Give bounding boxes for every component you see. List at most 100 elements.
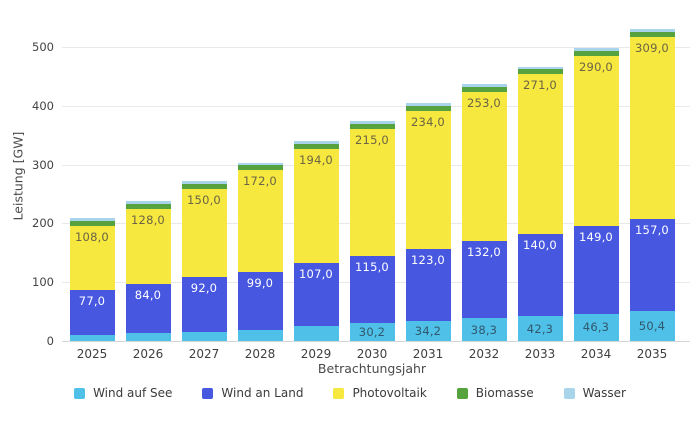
bar-value-label: 309,0 — [635, 41, 669, 56]
bar-segment-wasser-2031[interactable] — [405, 103, 451, 106]
x-tick-label-2030: 2030 — [356, 347, 388, 361]
gridline-400 — [62, 105, 690, 107]
legend-swatch-wind-auf-see — [74, 387, 86, 399]
y-tick-label-500: 500 — [32, 40, 54, 54]
bar-segment-photovoltaik-2035[interactable]: 309,0 — [629, 37, 675, 220]
bar-segment-biomasse-2033[interactable] — [517, 69, 563, 75]
x-tick-label-2033: 2033 — [524, 347, 556, 361]
y-tick-label-100: 100 — [32, 275, 54, 290]
y-tick-label-300: 300 — [32, 157, 54, 172]
bar-segment-biomasse-2029[interactable] — [293, 144, 339, 150]
bar-segment-wind-auf-see-2034[interactable]: 46,3 — [573, 313, 619, 341]
bar-segment-wasser-2034[interactable] — [573, 47, 619, 51]
bar-segment-photovoltaik-2032[interactable]: 253,0 — [461, 92, 507, 241]
bar-segment-wind-auf-see-2028[interactable] — [237, 329, 283, 341]
bar-value-label: 132,0 — [467, 244, 501, 259]
x-tick-label-2028: 2028 — [244, 347, 276, 361]
legend-label-photovoltaik: Photovoltaik — [352, 386, 427, 400]
bar-segment-wind-auf-see-2026[interactable] — [125, 333, 171, 341]
bar-segment-wasser-2030[interactable] — [349, 121, 395, 125]
bar-segment-wind-an-land-2026[interactable]: 84,0 — [125, 283, 171, 334]
y-tick-label-200: 200 — [32, 216, 54, 231]
bar-value-label: 172,0 — [243, 174, 277, 189]
bar-value-label: 234,0 — [411, 114, 445, 129]
bar-segment-wind-auf-see-2030[interactable]: 30,2 — [349, 323, 395, 341]
bar-segment-wasser-2025[interactable] — [69, 218, 115, 222]
legend-item-photovoltaik[interactable]: Photovoltaik — [333, 386, 427, 400]
bar-value-label: 84,0 — [134, 287, 162, 302]
bar-segment-wasser-2035[interactable] — [629, 29, 675, 33]
bar-segment-wind-auf-see-2029[interactable] — [293, 326, 339, 341]
bar-segment-wind-an-land-2028[interactable]: 99,0 — [237, 271, 283, 330]
bar-value-label: 271,0 — [523, 78, 557, 93]
legend-label-wind-auf-see: Wind auf See — [93, 386, 173, 400]
bar-segment-wind-auf-see-2035[interactable]: 50,4 — [629, 311, 675, 341]
legend-item-wasser[interactable]: Wasser — [563, 386, 626, 400]
bar-segment-wasser-2029[interactable] — [293, 141, 339, 145]
bar-segment-wind-an-land-2032[interactable]: 132,0 — [461, 240, 507, 319]
bar-value-label: 30,2 — [358, 325, 386, 340]
bar-segment-photovoltaik-2027[interactable]: 150,0 — [181, 189, 227, 278]
bar-segment-wind-an-land-2033[interactable]: 140,0 — [517, 233, 563, 317]
legend-item-wind-an-land[interactable]: Wind an Land — [202, 386, 303, 400]
bar-segment-biomasse-2031[interactable] — [405, 105, 451, 111]
bar-segment-photovoltaik-2028[interactable]: 172,0 — [237, 170, 283, 272]
bar-value-label: 38,3 — [470, 322, 498, 337]
bar-value-label: 99,0 — [246, 275, 274, 290]
legend-swatch-wasser — [563, 387, 575, 399]
x-tick-label-2034: 2034 — [580, 347, 612, 361]
legend-label-wind-an-land: Wind an Land — [221, 386, 304, 400]
bar-segment-wind-an-land-2031[interactable]: 123,0 — [405, 248, 451, 321]
bar-segment-wind-an-land-2035[interactable]: 157,0 — [629, 219, 675, 312]
bar-segment-wind-auf-see-2033[interactable]: 42,3 — [517, 316, 563, 341]
bar-segment-wind-auf-see-2025[interactable] — [69, 335, 115, 341]
bar-segment-wasser-2028[interactable] — [237, 162, 283, 166]
bar-value-label: 34,2 — [414, 323, 442, 338]
bar-segment-wind-an-land-2025[interactable]: 77,0 — [69, 289, 115, 336]
bar-value-label: 92,0 — [190, 281, 218, 296]
bar-value-label: 290,0 — [579, 59, 613, 74]
gridline-500 — [62, 47, 690, 48]
legend-swatch-biomasse — [456, 387, 468, 399]
bar-value-label: 157,0 — [635, 223, 669, 238]
bar-segment-photovoltaik-2029[interactable]: 194,0 — [293, 149, 339, 264]
bar-segment-photovoltaik-2030[interactable]: 215,0 — [349, 129, 395, 256]
bar-segment-biomasse-2035[interactable] — [629, 32, 675, 38]
bar-segment-wind-auf-see-2032[interactable]: 38,3 — [461, 318, 507, 341]
bar-segment-wind-auf-see-2027[interactable] — [181, 331, 227, 341]
bar-segment-wasser-2027[interactable] — [181, 181, 227, 185]
legend-label-biomasse: Biomasse — [475, 386, 534, 400]
bar-segment-photovoltaik-2034[interactable]: 290,0 — [573, 55, 619, 227]
bar-segment-biomasse-2028[interactable] — [237, 165, 283, 171]
bar-segment-wind-an-land-2034[interactable]: 149,0 — [573, 226, 619, 314]
bar-segment-biomasse-2027[interactable] — [181, 184, 227, 190]
bar-segment-biomasse-2025[interactable] — [69, 221, 115, 227]
bar-value-label: 42,3 — [526, 321, 554, 336]
bar-segment-wasser-2026[interactable] — [125, 200, 171, 204]
bar-segment-biomasse-2034[interactable] — [573, 50, 619, 56]
x-tick-label-2035: 2035 — [636, 347, 668, 361]
bar-segment-biomasse-2032[interactable] — [461, 87, 507, 93]
bar-segment-wasser-2032[interactable] — [461, 84, 507, 88]
bar-segment-photovoltaik-2031[interactable]: 234,0 — [405, 110, 451, 249]
bar-segment-wind-auf-see-2031[interactable]: 34,2 — [405, 320, 451, 341]
legend-item-wind-auf-see[interactable]: Wind auf See — [74, 386, 172, 400]
bar-value-label: 253,0 — [467, 96, 501, 111]
bar-segment-photovoltaik-2026[interactable]: 128,0 — [125, 208, 171, 284]
legend-label-wasser: Wasser — [582, 386, 626, 400]
bar-segment-biomasse-2030[interactable] — [349, 124, 395, 130]
bar-segment-wind-an-land-2027[interactable]: 92,0 — [181, 277, 227, 332]
y-axis-title: Leistung [GW] — [10, 131, 26, 221]
bar-value-label: 140,0 — [523, 237, 557, 252]
bar-segment-wind-an-land-2029[interactable]: 107,0 — [293, 263, 339, 327]
x-tick-label-2029: 2029 — [300, 347, 332, 361]
bar-value-label: 128,0 — [131, 212, 165, 227]
legend-item-biomasse[interactable]: Biomasse — [456, 386, 534, 400]
bar-value-label: 194,0 — [299, 153, 333, 168]
bar-segment-wasser-2033[interactable] — [517, 66, 563, 70]
x-tick-label-2032: 2032 — [468, 347, 500, 361]
bar-segment-wind-an-land-2030[interactable]: 115,0 — [349, 255, 395, 324]
bar-segment-photovoltaik-2033[interactable]: 271,0 — [517, 74, 563, 234]
bar-segment-photovoltaik-2025[interactable]: 108,0 — [69, 226, 115, 290]
bar-segment-biomasse-2026[interactable] — [125, 203, 171, 209]
